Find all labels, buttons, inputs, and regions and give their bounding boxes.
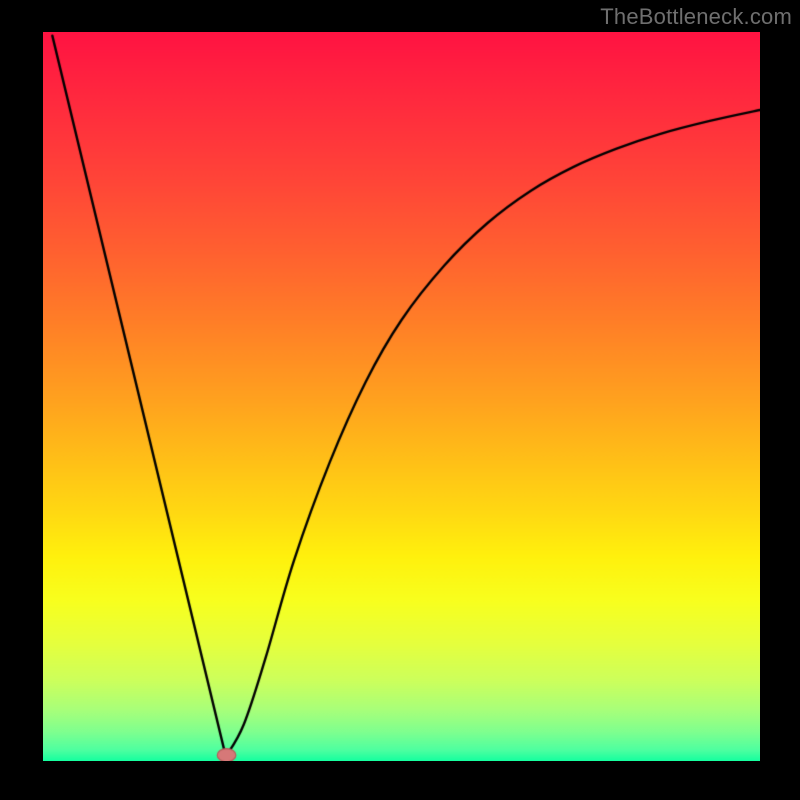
watermark-label: TheBottleneck.com (600, 4, 792, 30)
min-point-marker (43, 32, 760, 761)
chart-frame: TheBottleneck.com (0, 0, 800, 800)
plot-area (43, 32, 760, 761)
